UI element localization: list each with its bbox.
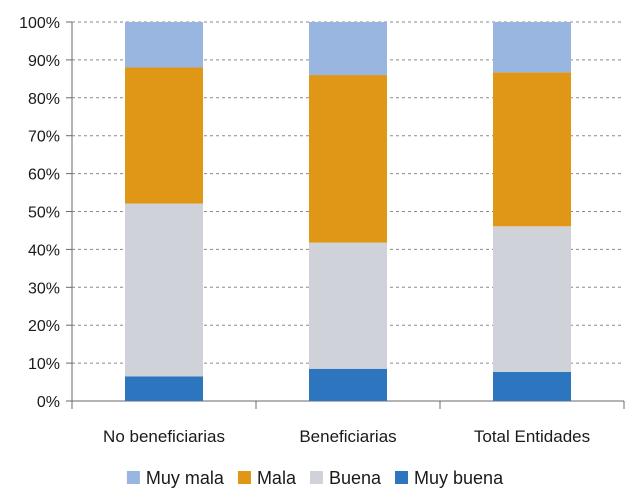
y-tick-label: 80%	[28, 91, 60, 108]
legend-label-muy-mala: Muy mala	[146, 468, 225, 488]
x-tick-label: Total Entidades	[474, 427, 590, 446]
y-tick-label: 100%	[19, 15, 60, 32]
x-tick-label: Beneficiarias	[299, 427, 396, 446]
y-tick-label: 70%	[28, 129, 60, 146]
x-tick-label: No beneficiarias	[103, 427, 225, 446]
y-tick-label: 90%	[28, 53, 60, 70]
legend-swatch-muy-mala	[126, 471, 140, 484]
y-tick-label: 30%	[28, 280, 60, 297]
bar-muy-mala-total-entidades	[493, 22, 571, 73]
y-tick-label: 20%	[28, 318, 60, 335]
bar-muy-buena-no-beneficiarias	[125, 376, 203, 401]
bar-mala-beneficiarias	[309, 75, 387, 243]
legend-swatch-muy-buena	[395, 471, 409, 484]
legend-swatch-mala	[237, 471, 251, 484]
y-tick-label: 10%	[28, 356, 60, 373]
y-tick-label: 50%	[28, 205, 60, 222]
bar-muy-mala-no-beneficiarias	[125, 22, 203, 68]
y-tick-label: 0%	[37, 394, 60, 411]
legend-label-mala: Mala	[257, 468, 297, 488]
bar-muy-mala-beneficiarias	[309, 22, 387, 76]
bar-mala-no-beneficiarias	[125, 67, 203, 204]
bar-buena-total-entidades	[493, 226, 571, 372]
bar-buena-beneficiarias	[309, 242, 387, 369]
bar-buena-no-beneficiarias	[125, 203, 203, 377]
bar-muy-buena-total-entidades	[493, 371, 571, 401]
y-tick-label: 40%	[28, 242, 60, 259]
legend-swatch-buena	[309, 471, 323, 484]
y-tick-label: 60%	[28, 167, 60, 184]
legend-label-muy-buena: Muy buena	[414, 468, 504, 488]
bar-muy-buena-beneficiarias	[309, 368, 387, 401]
bar-mala-total-entidades	[493, 72, 571, 227]
legend-label-buena: Buena	[329, 468, 382, 488]
